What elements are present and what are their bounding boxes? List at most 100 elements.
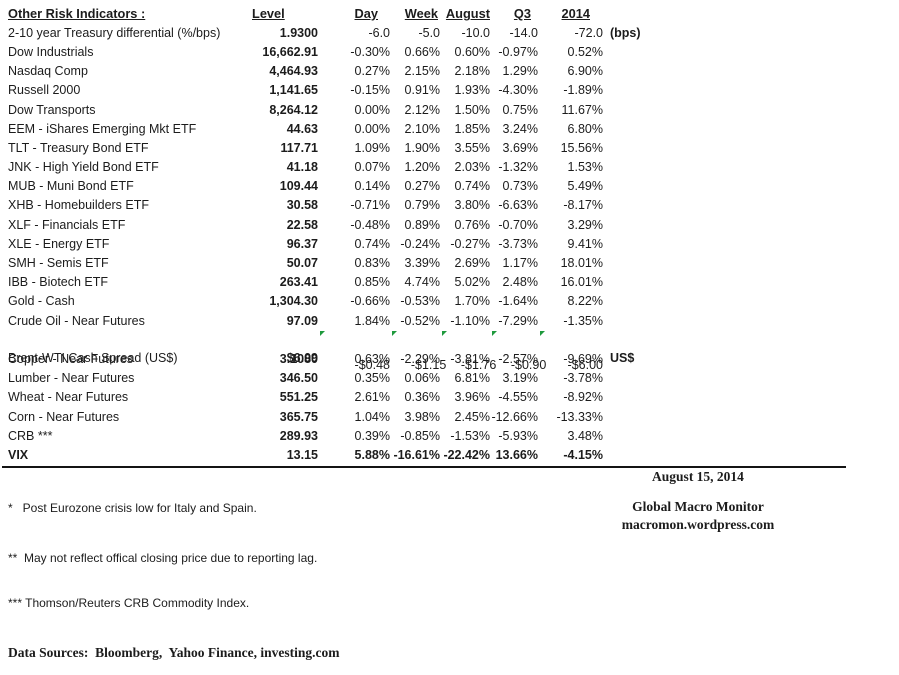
table-row: Crude Oil - Near Futures 97.09 1.84% -0.…	[8, 311, 657, 330]
cell-2014: 1.53%	[567, 160, 603, 175]
cell-value: -$0.90	[510, 358, 547, 373]
cell-level: 97.09	[286, 313, 318, 328]
cell-august: -0.27%	[450, 236, 490, 251]
table-row: Copper - Near Futures 3.1080 0.63% -2.29…	[8, 349, 657, 368]
cell-q3: 13.66%	[495, 447, 538, 462]
publication-name: Global Macro Monitor	[632, 499, 764, 514]
table-row: MUB - Muni Bond ETF 109.44 0.14% 0.27% 0…	[8, 177, 657, 196]
cell-2014: 8.22%	[567, 294, 603, 309]
footnotes: * Post Eurozone crisis low for Italy and…	[8, 471, 340, 675]
header-day: Day	[354, 6, 378, 22]
publication-url: macromon.wordpress.com	[621, 517, 775, 532]
cell-q3: -12.66%	[491, 409, 538, 424]
cell-2014: 16.01%	[560, 275, 603, 290]
cell-august: 2.45%	[454, 409, 490, 424]
cell-level: 22.58	[286, 217, 318, 232]
cell-week: 0.89%	[404, 217, 440, 232]
cell-q3: 3.19%	[502, 371, 538, 386]
row-label: Corn - Near Futures	[8, 409, 120, 424]
cell-level: 3.1080	[279, 351, 318, 366]
cell-day: 0.85%	[354, 275, 390, 290]
cell-week: 2.15%	[404, 64, 440, 79]
cell-2014: -$6.00	[538, 330, 603, 386]
cell-august: 6.81%	[454, 371, 490, 386]
row-label: Russell 2000	[8, 83, 81, 98]
cell-level: 44.63	[286, 121, 318, 136]
cell-level: 1,304.30	[269, 294, 318, 309]
footnote-2: ** May not reflect offical closing price…	[8, 551, 318, 565]
cell-week: 1.20%	[404, 160, 440, 175]
cell-2014: -1.35%	[563, 313, 603, 328]
cell-day: 0.00%	[354, 102, 390, 117]
cell-week: 3.39%	[404, 256, 440, 271]
table-row: Wheat - Near Futures 551.25 2.61% 0.36% …	[8, 388, 657, 407]
cell-level: 30.58	[286, 198, 318, 213]
table-row: TLT - Treasury Bond ETF 117.71 1.09% 1.9…	[8, 138, 657, 157]
row-label: Copper - Near Futures	[8, 351, 134, 366]
table-row: Nasdaq Comp 4,464.93 0.27% 2.15% 2.18% 1…	[8, 62, 657, 81]
cell-august: 0.76%	[454, 217, 490, 232]
cell-august: 2.18%	[454, 64, 490, 79]
cell-august: 1.85%	[454, 121, 490, 136]
row-label: SMH - Semis ETF	[8, 256, 109, 271]
cell-august: 1.50%	[454, 102, 490, 117]
cell-2014: 18.01%	[560, 256, 603, 271]
table-row: JNK - High Yield Bond ETF 41.18 0.07% 1.…	[8, 158, 657, 177]
cell-august: 2.03%	[454, 160, 490, 175]
cell-august: 1.70%	[454, 294, 490, 309]
cell-august: 2.69%	[454, 256, 490, 271]
cell-q3: -4.55%	[498, 390, 538, 405]
cell-2014: -4.15%	[563, 447, 603, 462]
cell-day: 0.14%	[354, 179, 390, 194]
cell-level: 16,662.91	[262, 44, 318, 59]
cell-2014: -8.92%	[563, 390, 603, 405]
cell-level: $6.09	[286, 351, 318, 366]
cell-2014: 6.90%	[567, 64, 603, 79]
table-header-row: Other Risk Indicators : Level Day Week A…	[8, 4, 657, 23]
number-as-text-flag-icon	[492, 331, 497, 337]
cell-2014: 6.80%	[567, 121, 603, 136]
cell-august: -$1.76	[440, 330, 496, 386]
cell-week: -0.53%	[400, 294, 440, 309]
cell-august: 5.02%	[454, 275, 490, 290]
table-row: Lumber - Near Futures 346.50 0.35% 0.06%…	[8, 369, 657, 388]
header-2014: 2014	[561, 6, 590, 22]
header-level: Level	[252, 6, 285, 22]
row-label: JNK - High Yield Bond ETF	[8, 160, 159, 175]
number-as-text-flag-icon	[442, 331, 447, 337]
cell-level: 117.71	[280, 140, 318, 155]
cell-week: -0.24%	[400, 236, 440, 251]
cell-level: 1.9300	[279, 25, 318, 40]
cell-week: 0.91%	[404, 83, 440, 98]
table-title: Other Risk Indicators :	[8, 6, 146, 22]
cell-day: 5.88%	[354, 447, 390, 462]
row-label: XLF - Financials ETF	[8, 217, 126, 232]
cell-q3: -1.32%	[498, 160, 538, 175]
cell-value: -$1.15	[410, 358, 447, 373]
row-label: VIX	[8, 447, 29, 462]
cell-q3: -0.97%	[498, 44, 538, 59]
cell-q3: -1.64%	[498, 294, 538, 309]
cell-august: 1.93%	[454, 83, 490, 98]
row-label: XHB - Homebuilders ETF	[8, 198, 150, 213]
cell-day: 1.84%	[354, 313, 390, 328]
cell-level: 346.50	[279, 371, 318, 386]
cell-august: -3.81%	[450, 351, 490, 366]
row-label: TLT - Treasury Bond ETF	[8, 140, 149, 155]
cell-value: -$1.76	[460, 358, 497, 373]
table-row: Corn - Near Futures 365.75 1.04% 3.98% 2…	[8, 407, 657, 426]
cell-day: -0.30%	[350, 44, 390, 59]
cell-level: 109.44	[279, 179, 318, 194]
cell-day: 0.39%	[354, 428, 390, 443]
cell-week: 0.66%	[404, 44, 440, 59]
header-q3: Q3	[513, 6, 531, 22]
cell-august: -10.0	[461, 25, 491, 40]
cell-level: 41.18	[286, 160, 318, 175]
cell-q3: -$0.90	[490, 330, 546, 386]
row-label: Dow Industrials	[8, 44, 94, 59]
cell-q3: -3.73%	[498, 236, 538, 251]
cell-day: 0.35%	[354, 371, 390, 386]
cell-value: -$0.48	[354, 358, 390, 373]
table-row: 2-10 year Treasury differential (%/bps) …	[8, 23, 657, 42]
cell-week: 2.12%	[404, 102, 440, 117]
